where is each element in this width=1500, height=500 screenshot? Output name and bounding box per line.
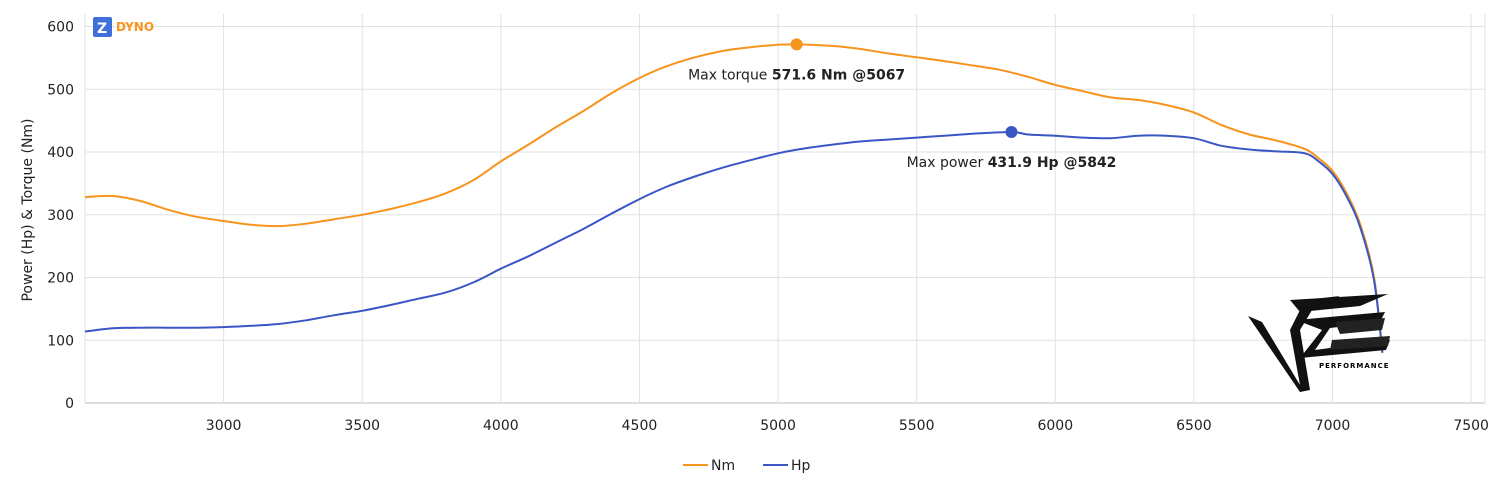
ze-logo-subtitle: PERFORMANCE [1319,362,1390,370]
x-tick-label: 3500 [344,418,380,434]
ze-performance-logo: PERFORMANCE [1248,294,1390,392]
zdyno-logo: Z DYNO [93,17,154,37]
x-tick-label: 4000 [483,418,519,434]
legend-item-hp[interactable]: Hp [763,458,811,474]
ze-logo-stroke-v [1248,296,1340,392]
peak-annotations: Max torque 571.6 Nm @5067 Max power 431.9… [688,67,1116,171]
x-tick-label: 6500 [1176,418,1212,434]
legend: Nm Hp [683,458,811,474]
ze-logo-stroke-top [1290,294,1388,312]
y-tick-label: 100 [47,333,74,349]
x-tick-label: 6000 [1037,418,1073,434]
peak-markers [790,38,1018,139]
x-tick-label: 3000 [206,418,242,434]
x-tick-label: 7500 [1453,418,1489,434]
z-badge [93,17,112,37]
peak-marker-hp[interactable] [1005,126,1018,139]
y-axis-label: Power (Hp) & Torque (Nm) [20,118,36,301]
x-tick-label: 4500 [622,418,658,434]
x-axis-ticks: 3000 3500 4000 4500 5000 5500 6000 6500 7000 7500 [206,418,1489,434]
legend-label: Nm [711,458,735,474]
y-tick-label: 500 [47,82,74,98]
y-tick-label: 300 [47,208,74,224]
series-lines [84,43,1384,353]
series-line-hp [84,130,1384,353]
y-tick-label: 0 [65,396,74,412]
z-badge-letter: Z [97,21,107,37]
peak-marker-nm[interactable] [790,38,803,51]
x-tick-label: 5000 [760,418,796,434]
series-line-nm [84,43,1384,353]
x-tick-label: 7000 [1315,418,1351,434]
peak-annotation-nm: Max torque 571.6 Nm @5067 [688,67,905,83]
legend-item-nm[interactable]: Nm [683,458,735,474]
y-tick-label: 400 [47,145,74,161]
y-tick-label: 200 [47,271,74,287]
peak-annotation-hp: Max power 431.9 Hp @5842 [907,155,1117,171]
brand-name: DYNO [116,20,154,34]
x-tick-label: 5500 [899,418,935,434]
y-tick-label: 600 [47,20,74,36]
y-axis-ticks: 0 100 200 300 400 500 600 [47,20,74,412]
ze-logo-stroke-e [1330,318,1390,350]
legend-label: Hp [791,458,811,474]
